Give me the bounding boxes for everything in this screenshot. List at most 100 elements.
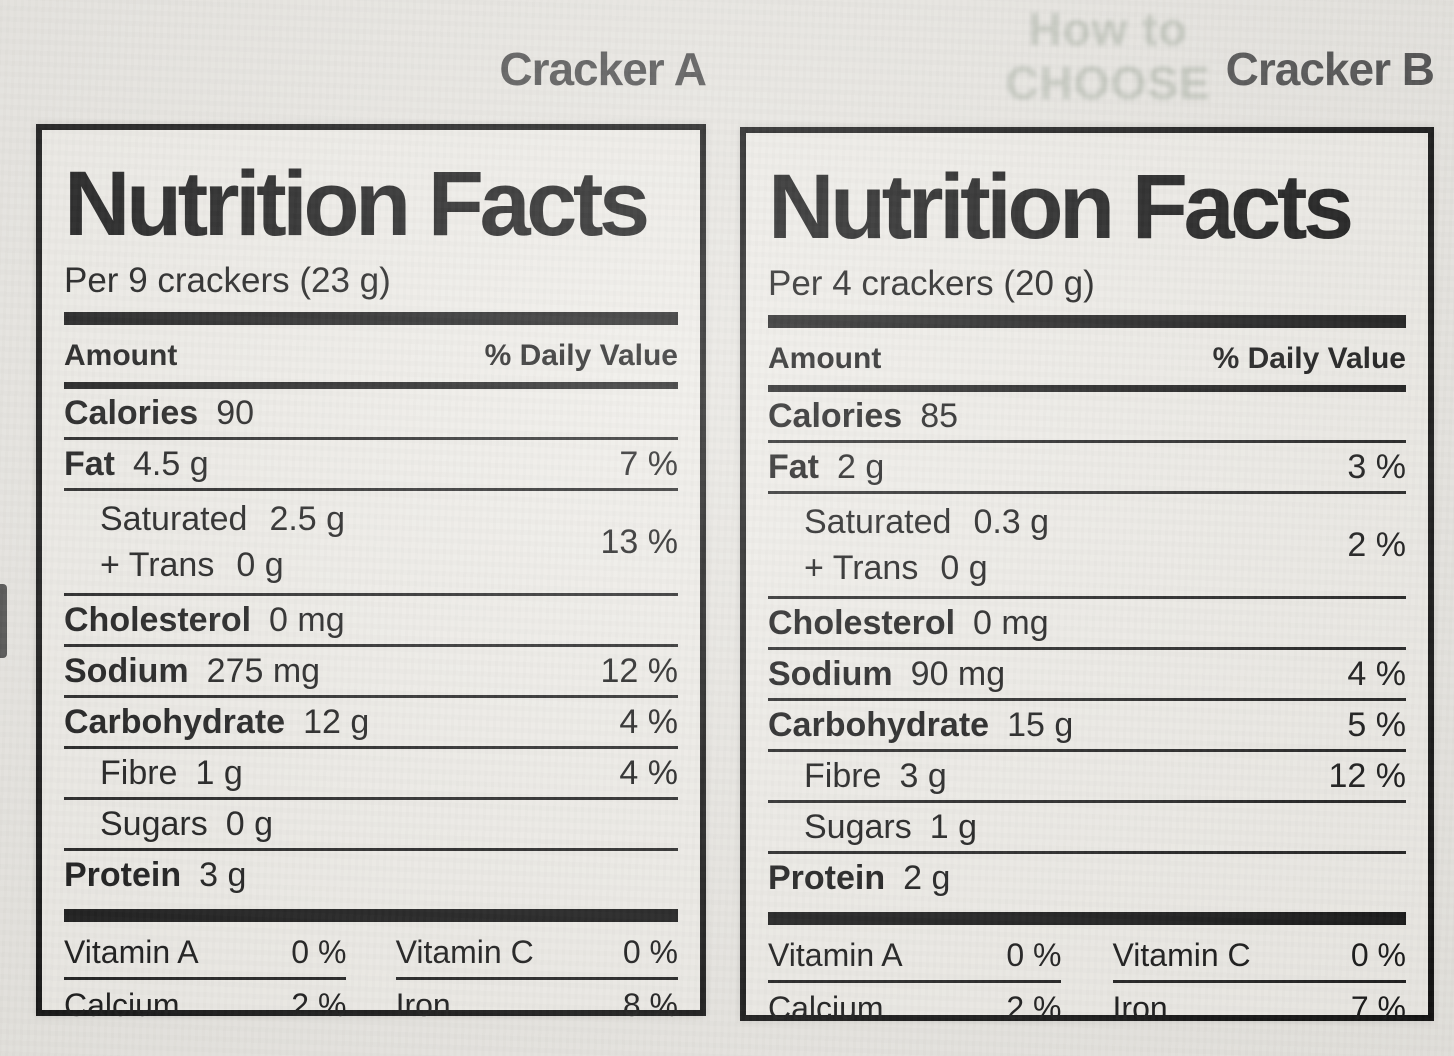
nutrient-value: 0 g — [236, 546, 284, 584]
nutrient-row-sodium: Sodium 90 mg 4 % — [768, 650, 1406, 701]
micronutrient-row-calcium: Calcium 2 % — [768, 983, 1061, 1033]
daily-value-header: % Daily Value — [1212, 342, 1406, 375]
micronutrient-dv: 0 % — [622, 934, 678, 970]
serving-size: Per 9 crackers (23 g) — [64, 261, 391, 300]
nutrient-name: Fat — [768, 448, 819, 486]
nutrient-name: Carbohydrate — [768, 706, 990, 744]
nutrient-value: 4.5 g — [133, 445, 209, 483]
nutrient-name: Protein — [768, 859, 886, 897]
serving-size: Per 4 crackers (20 g) — [768, 264, 1095, 303]
nutrient-row-fat: Fat 4.5 g 7 % — [64, 440, 678, 491]
nutrient-name: Sugars — [804, 808, 912, 846]
nutrient-row-fat: Fat 2 g 3 % — [768, 443, 1406, 494]
nutrient-value: 2 g — [903, 859, 951, 897]
micronutrient-row-vitamin-a: Vitamin A 0 % — [64, 927, 347, 980]
micronutrient-name: Vitamin C — [1112, 937, 1251, 973]
nutrient-row-fibre: Fibre 3 g 12 % — [768, 752, 1406, 803]
nutrient-value: 15 g — [1007, 706, 1074, 744]
nutrient-row-calories: Calories 90 — [64, 389, 678, 440]
nutrient-row-protein: Protein 2 g — [768, 854, 1406, 902]
nutrient-row-sugars: Sugars 1 g — [768, 803, 1406, 854]
nutrient-value: 2.5 g — [269, 500, 346, 538]
nutrient-name: Fibre — [804, 757, 882, 795]
nutrient-name: Sodium — [768, 655, 893, 693]
scan-artifact — [0, 584, 7, 658]
nutrient-name: Saturated — [100, 500, 248, 538]
micronutrient-dv: 2 % — [1006, 990, 1062, 1026]
nutrient-row-protein: Protein 3 g — [64, 851, 678, 899]
micronutrient-row-iron: Iron 8 % — [396, 980, 678, 1030]
nutrient-name: Saturated — [804, 503, 952, 541]
nutrient-name: Sodium — [64, 652, 189, 690]
nutrient-name: Calories — [768, 397, 903, 435]
nutrient-value: 0 mg — [269, 601, 345, 639]
nutrient-value: 85 — [920, 397, 959, 435]
nutrient-dv: 12 % — [600, 652, 679, 690]
micronutrient-row-vitamin-c: Vitamin C 0 % — [1112, 930, 1406, 983]
nutrient-dv: 7 % — [619, 445, 678, 483]
micronutrient-row-vitamin-c: Vitamin C 0 % — [395, 927, 678, 980]
micronutrient-name: Calcium — [64, 987, 180, 1023]
bleed-through-text: How to CHOOSE — [1005, 3, 1211, 109]
micronutrient-dv: 2 % — [291, 987, 347, 1023]
nutrient-row-saturated-trans: Saturated 0.3 g + Trans 0 g 2 % — [768, 494, 1406, 599]
nutrient-dv: 2 % — [1347, 526, 1406, 564]
cracker-b-heading: Cracker B — [1225, 43, 1435, 95]
nutrient-dv: 4 % — [619, 703, 678, 741]
nutrient-row-carbohydrate: Carbohydrate 15 g 5 % — [768, 701, 1406, 752]
micronutrient-section: Vitamin A 0 % Calcium 2 % Vitamin C 0 % … — [768, 930, 1406, 1033]
nutrient-name: Fibre — [100, 754, 178, 792]
nutrition-label-a: Nutrition Facts Per 9 crackers (23 g) Am… — [36, 124, 706, 1023]
nutrient-row-carbohydrate: Carbohydrate 12 g 4 % — [64, 698, 678, 749]
nutrient-value: 1 g — [929, 808, 977, 846]
nutrient-dv: 12 % — [1328, 757, 1407, 795]
micronutrient-dv: 0 % — [1350, 937, 1406, 973]
nutrient-value: 275 mg — [206, 652, 321, 690]
micronutrient-section: Vitamin A 0 % Calcium 2 % Vitamin C 0 % … — [64, 927, 678, 1030]
nutrient-value: 1 g — [195, 754, 243, 792]
nutrient-name: Calories — [64, 394, 199, 432]
table-header-row: Amount % Daily Value — [768, 328, 1406, 392]
micronutrient-row-calcium: Calcium 2 % — [64, 980, 346, 1030]
micronutrient-name: Vitamin A — [64, 934, 199, 970]
nutrient-value: 90 — [216, 394, 255, 432]
nutrient-value: 12 g — [303, 703, 370, 741]
micronutrient-row-vitamin-a: Vitamin A 0 % — [768, 930, 1062, 983]
nutrient-dv: 4 % — [1347, 655, 1406, 693]
amount-header: Amount — [768, 342, 882, 375]
nutrient-value: 0.3 g — [973, 503, 1050, 541]
amount-header: Amount — [64, 339, 178, 372]
nutrient-row-cholesterol: Cholesterol 0 mg — [64, 596, 678, 647]
table-header-row: Amount % Daily Value — [64, 325, 678, 389]
nutrient-name: Protein — [64, 856, 182, 894]
nutrient-row-saturated-trans: Saturated 2.5 g + Trans 0 g 13 % — [64, 491, 678, 596]
micronutrient-name: Vitamin C — [395, 934, 534, 970]
nutrition-facts-title: Nutrition Facts — [64, 153, 650, 255]
micronutrient-dv: 0 % — [291, 934, 347, 970]
micronutrient-name: Calcium — [768, 990, 884, 1026]
nutrient-row-fibre: Fibre 1 g 4 % — [64, 749, 678, 800]
separator-bar — [768, 315, 1406, 328]
nutrient-dv: 5 % — [1347, 706, 1406, 744]
micronutrient-dv: 7 % — [1350, 990, 1406, 1026]
nutrient-row-sugars: Sugars 0 g — [64, 800, 678, 851]
nutrient-row-calories: Calories 85 — [768, 392, 1406, 443]
nutrient-name: Carbohydrate — [64, 703, 286, 741]
separator-bar — [768, 912, 1406, 925]
nutrient-value: 0 g — [225, 805, 273, 843]
nutrient-name: + Trans — [100, 546, 215, 584]
nutrient-dv: 13 % — [600, 523, 679, 561]
nutrient-value: 0 g — [940, 549, 988, 587]
nutrient-name: Cholesterol — [64, 601, 252, 639]
nutrient-row-cholesterol: Cholesterol 0 mg — [768, 599, 1406, 650]
micronutrient-name: Iron — [1112, 990, 1168, 1026]
micronutrient-name: Iron — [395, 987, 451, 1023]
nutrition-label-b: Nutrition Facts Per 4 crackers (20 g) Am… — [740, 127, 1434, 1026]
micronutrient-name: Vitamin A — [768, 937, 903, 973]
nutrient-value: 0 mg — [973, 604, 1049, 642]
cracker-a-heading: Cracker A — [499, 43, 707, 95]
nutrient-value: 3 g — [899, 757, 947, 795]
nutrient-name: Cholesterol — [768, 604, 956, 642]
micronutrient-dv: 0 % — [1006, 937, 1062, 973]
